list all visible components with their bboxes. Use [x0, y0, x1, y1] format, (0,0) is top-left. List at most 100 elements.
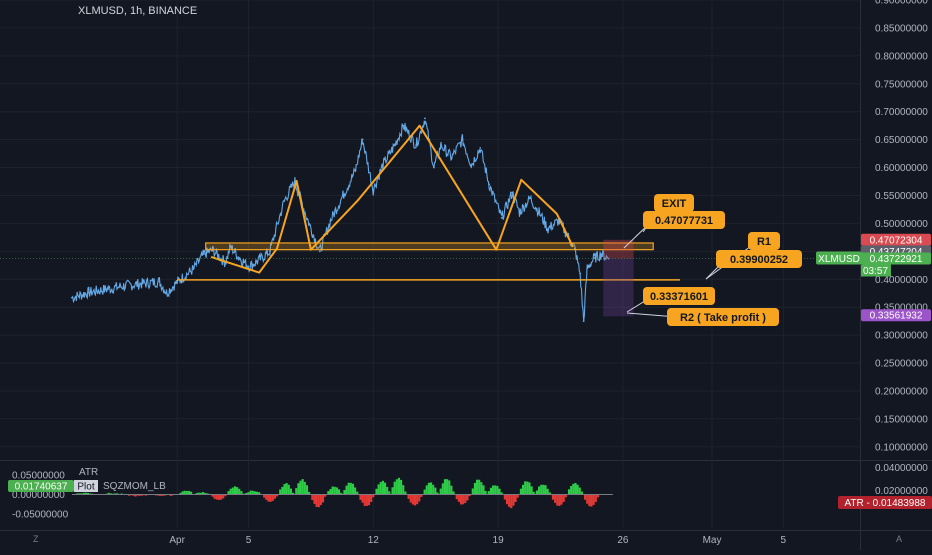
- momentum-bar: [570, 486, 572, 494]
- timezone-button[interactable]: Z: [33, 534, 39, 544]
- momentum-bar: [216, 495, 218, 500]
- momentum-bar: [240, 491, 242, 494]
- price-point: [158, 281, 160, 283]
- r2-callout: R2 ( Take profit ): [627, 308, 779, 326]
- neckline-zone: [206, 243, 653, 250]
- momentum-bar: [464, 495, 466, 503]
- momentum-bar: [252, 491, 254, 495]
- momentum-bar: [288, 485, 290, 495]
- momentum-bar: [488, 491, 490, 494]
- momentum-bar: [230, 489, 232, 495]
- y-tick-label: 0.15000000: [875, 414, 928, 425]
- price-point: [306, 218, 308, 220]
- price-point: [529, 197, 531, 199]
- price-badge-value: 0.33561932: [870, 311, 923, 322]
- momentum-bar: [375, 489, 377, 495]
- momentum-bar: [386, 487, 388, 495]
- momentum-bar: [448, 480, 450, 494]
- momentum-bar: [267, 495, 269, 502]
- price-point: [105, 288, 107, 290]
- price-point: [342, 195, 344, 197]
- momentum-right-tick: 0.04000000: [875, 463, 928, 474]
- momentum-bar: [531, 486, 533, 494]
- atr-indicator-label[interactable]: ATR: [79, 467, 98, 478]
- x-tick-label: 12: [368, 535, 380, 546]
- price-point: [547, 228, 549, 230]
- momentum-bar: [188, 491, 190, 495]
- momentum-bar: [382, 481, 384, 495]
- momentum-badge-value: 0.01740637: [15, 482, 68, 493]
- momentum-bar: [554, 495, 556, 503]
- momentum-bar: [424, 490, 426, 495]
- momentum-bar: [556, 495, 558, 506]
- price-line: [72, 121, 609, 321]
- price-point: [269, 250, 271, 252]
- price-point: [203, 253, 205, 255]
- price-badge-value: 0.47072304: [870, 235, 923, 246]
- momentum-bar: [343, 490, 345, 495]
- momentum-bar: [380, 482, 382, 495]
- momentum-bar: [560, 495, 562, 505]
- momentum-bar: [480, 482, 482, 494]
- momentum-bar: [572, 484, 574, 495]
- momentum-bar: [563, 495, 565, 502]
- price-point: [511, 192, 513, 194]
- price-point: [319, 250, 321, 252]
- x-tick-label: 5: [246, 535, 252, 546]
- price-point: [141, 283, 143, 285]
- y-tick-label: 0.85000000: [875, 23, 928, 34]
- price-point: [470, 164, 472, 166]
- price-point: [330, 220, 332, 222]
- price-point: [519, 211, 521, 213]
- price-point: [176, 281, 178, 283]
- momentum-bar: [458, 495, 460, 502]
- momentum-bar: [542, 485, 544, 495]
- momentum-bar: [444, 479, 446, 494]
- momentum-bar: [442, 483, 444, 494]
- momentum-bar: [568, 489, 570, 494]
- price-point: [192, 268, 194, 270]
- y-tick-label: 0.90000000: [875, 0, 928, 7]
- momentum-bar: [352, 484, 354, 495]
- momentum-bar: [186, 491, 188, 495]
- momentum-left-tick: 0.05000000: [12, 470, 65, 481]
- momentum-bar: [364, 495, 366, 507]
- momentum-bar: [474, 483, 476, 495]
- price-point: [433, 167, 435, 169]
- x-tick-label: 19: [493, 535, 505, 546]
- momentum-bar: [348, 483, 350, 495]
- y-tick-label: 0.75000000: [875, 79, 928, 90]
- momentum-bar: [220, 495, 222, 500]
- momentum-bar: [368, 495, 370, 506]
- momentum-bar: [396, 479, 398, 494]
- momentum-bar: [274, 495, 276, 499]
- momentum-bar: [430, 482, 432, 494]
- r1-value-callout: 0.39900252: [706, 250, 802, 279]
- price-point: [488, 183, 490, 185]
- panel-divider: [0, 460, 932, 461]
- price-point: [355, 169, 357, 171]
- momentum-bar: [272, 495, 274, 501]
- y-tick-label: 0.10000000: [875, 442, 928, 453]
- atr-badge-value: ATR - 0.01483988: [845, 498, 926, 509]
- momentum-bar: [584, 495, 586, 500]
- momentum-bar: [295, 488, 297, 494]
- price-point: [372, 189, 374, 191]
- auto-scale-button[interactable]: A: [896, 534, 902, 544]
- callout-text: 0.33371601: [650, 291, 708, 303]
- chart-title: XLMUSD, 1h, BINANCE: [78, 5, 197, 17]
- momentum-bar: [354, 487, 356, 494]
- momentum-bar: [586, 495, 588, 504]
- y-tick-label: 0.25000000: [875, 359, 928, 370]
- callout-text: R1: [757, 236, 771, 248]
- price-point: [451, 157, 453, 159]
- momentum-bar: [345, 486, 347, 495]
- price-axis[interactable]: 0.900000000.850000000.800000000.75000000…: [875, 0, 928, 453]
- sqzmom-indicator-label[interactable]: SQZMOM_LB: [103, 481, 166, 492]
- momentum-bar: [508, 495, 510, 507]
